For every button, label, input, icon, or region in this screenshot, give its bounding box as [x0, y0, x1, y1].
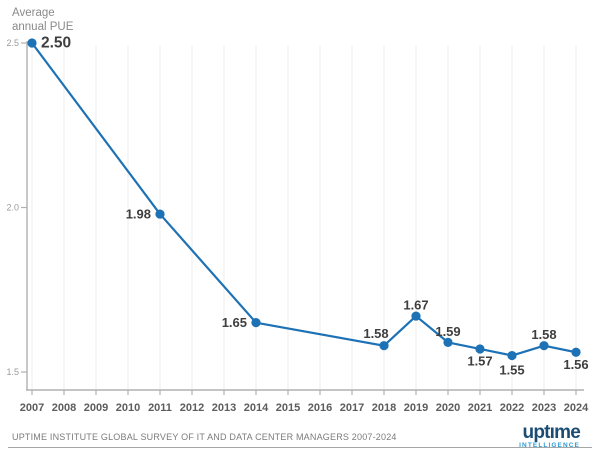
data-point: [571, 347, 581, 357]
y-tick-label: 2.5: [6, 38, 19, 48]
data-point: [155, 209, 165, 219]
x-tick-label: 2008: [52, 402, 76, 414]
pue-trend-line: [30, 41, 578, 357]
data-point-label: 1.56: [563, 357, 588, 372]
x-tick-label: 2013: [212, 402, 236, 414]
x-tick-label: 2017: [340, 402, 364, 414]
data-point: [443, 337, 453, 347]
chart-title-line2: annual PUE: [12, 21, 74, 33]
x-tick-label: 2023: [532, 402, 556, 414]
data-point: [251, 318, 261, 328]
data-point-label: 1.57: [467, 353, 492, 368]
uptime-logo-wordmark: uptıme: [522, 422, 581, 443]
x-tick-label: 2020: [436, 402, 460, 414]
data-point-label: 1.58: [363, 326, 388, 341]
x-tick-label: 2010: [116, 402, 140, 414]
data-point-label: 1.65: [222, 315, 247, 330]
x-tick-label: 2024: [564, 402, 589, 414]
x-tick-label: 2009: [84, 402, 108, 414]
chart-title: Average annual PUE: [12, 6, 73, 34]
footer-divider: [8, 447, 592, 448]
x-tick-label: 2018: [372, 402, 396, 414]
chart-title-line1: Average: [12, 7, 55, 19]
x-tick-label: 2021: [468, 402, 492, 414]
data-point: [475, 344, 485, 354]
data-point: [539, 341, 549, 351]
uptime-intelligence-logo: uptıme INTELLIGENCE: [519, 422, 581, 450]
x-tick-label: 2007: [20, 402, 44, 414]
data-point: [379, 341, 389, 351]
data-point: [27, 38, 37, 48]
data-point-label: 1.98: [126, 207, 151, 222]
x-tick-label: 2014: [244, 402, 269, 414]
data-point: [411, 311, 421, 321]
y-tick-label: 1.5: [6, 367, 19, 377]
y-tick-label: 2.0: [6, 203, 19, 213]
data-point: [507, 350, 517, 361]
x-tick-label: 2019: [404, 402, 428, 414]
data-point-label: 1.55: [499, 363, 524, 378]
intelligence-logo-subtext: INTELLIGENCE: [519, 442, 580, 449]
data-point-label: 2.50: [41, 35, 71, 52]
x-tick-label: 2016: [308, 402, 332, 414]
x-tick-label: 2011: [148, 402, 172, 414]
pue-line-chart: 2.5 2.0 1.5 2007 2008 2009 2010 2011 2012 2013 201…: [6, 35, 589, 415]
x-tick-label: 2012: [180, 402, 204, 414]
x-tick-label: 2015: [276, 402, 300, 414]
x-tick-label: 2022: [500, 402, 524, 414]
data-point-label: 1.58: [531, 327, 556, 342]
source-caption: UPTIME INSTITUTE GLOBAL SURVEY OF IT AND…: [12, 432, 397, 442]
data-point-label: 1.59: [435, 324, 460, 339]
data-point-label: 1.67: [403, 298, 428, 313]
